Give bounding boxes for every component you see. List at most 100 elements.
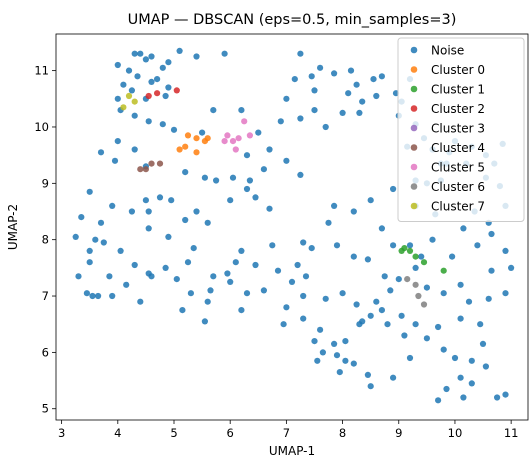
data-point xyxy=(333,242,341,249)
legend-marker xyxy=(410,144,418,151)
data-point xyxy=(395,276,402,283)
data-point xyxy=(86,188,93,195)
data-point xyxy=(252,194,259,201)
data-point xyxy=(457,374,464,381)
data-point xyxy=(120,81,127,88)
data-point xyxy=(311,338,318,345)
data-point xyxy=(364,371,371,378)
data-point xyxy=(86,259,93,266)
data-point xyxy=(148,273,155,280)
series-5 xyxy=(137,160,164,173)
data-point xyxy=(131,98,138,105)
data-point xyxy=(229,138,237,145)
data-point xyxy=(294,261,301,269)
data-point xyxy=(350,360,357,367)
chart-title: UMAP — DBSCAN (eps=0.5, min_samples=3) xyxy=(128,12,457,28)
legend-label: Cluster 3 xyxy=(431,121,485,135)
data-point xyxy=(232,146,239,153)
data-point xyxy=(364,256,371,263)
data-point xyxy=(347,67,355,74)
data-point xyxy=(114,61,121,69)
legend-label: Cluster 7 xyxy=(431,199,485,213)
x-tick-label: 3 xyxy=(58,426,65,440)
y-tick-label: 7 xyxy=(42,289,49,303)
data-point xyxy=(451,354,459,362)
data-point xyxy=(401,332,408,339)
data-point xyxy=(72,233,79,240)
data-point xyxy=(277,118,284,125)
x-tick-label: 4 xyxy=(114,426,121,440)
data-point xyxy=(406,242,414,249)
ticks-layer: 3 4 5 6 7 8 9 10 11 5 6 7 8 9 10 11 xyxy=(34,64,518,440)
legend-marker xyxy=(410,202,418,210)
data-point xyxy=(353,301,360,308)
data-point xyxy=(246,132,253,139)
series-7 xyxy=(404,276,428,308)
data-point xyxy=(300,315,307,322)
data-point xyxy=(412,281,419,288)
data-point xyxy=(378,307,385,314)
data-point xyxy=(182,169,189,176)
data-point xyxy=(165,59,172,66)
data-point xyxy=(479,340,487,347)
data-point xyxy=(283,304,290,311)
data-point xyxy=(131,50,138,57)
data-point xyxy=(131,112,138,119)
data-point xyxy=(345,90,352,97)
data-point xyxy=(333,352,341,359)
data-point xyxy=(156,160,164,167)
legend-marker xyxy=(410,85,418,93)
data-point xyxy=(288,278,296,285)
data-point xyxy=(339,109,346,116)
data-point xyxy=(474,242,481,249)
y-tick-label: 11 xyxy=(34,64,49,78)
data-point xyxy=(269,242,276,249)
data-point xyxy=(502,290,509,297)
data-point xyxy=(120,104,127,111)
data-point xyxy=(342,357,349,364)
x-tick-label: 11 xyxy=(504,426,519,440)
data-point xyxy=(125,92,133,100)
data-point xyxy=(154,76,161,83)
legend-label: Cluster 2 xyxy=(431,102,485,116)
y-tick-label: 5 xyxy=(42,402,49,416)
data-point xyxy=(274,267,282,274)
data-point xyxy=(331,70,338,77)
data-point xyxy=(255,129,262,136)
data-point xyxy=(131,146,138,153)
data-point xyxy=(260,166,267,173)
data-point xyxy=(370,76,377,83)
legend-box xyxy=(397,37,525,222)
data-point xyxy=(406,354,414,362)
data-point xyxy=(238,307,245,314)
data-point xyxy=(468,380,475,387)
data-point xyxy=(406,247,414,254)
data-point xyxy=(435,397,442,404)
data-point xyxy=(193,53,200,60)
data-point xyxy=(457,281,464,288)
data-point xyxy=(193,135,200,142)
data-point xyxy=(373,92,380,100)
x-tick-label: 10 xyxy=(448,426,463,440)
data-point xyxy=(420,301,428,308)
data-point xyxy=(350,208,357,215)
data-point xyxy=(322,295,329,302)
data-point xyxy=(482,363,489,370)
data-point xyxy=(378,73,385,80)
data-point xyxy=(243,185,251,193)
data-point xyxy=(78,214,85,221)
data-point xyxy=(297,115,304,122)
data-point xyxy=(221,50,228,57)
data-point xyxy=(137,298,144,305)
data-point xyxy=(241,118,248,125)
legend-label: Cluster 1 xyxy=(431,82,485,96)
data-point xyxy=(443,385,450,393)
data-point xyxy=(229,174,237,181)
data-point xyxy=(367,312,374,319)
data-point xyxy=(227,278,234,285)
series-6 xyxy=(221,118,253,153)
x-tick-label: 8 xyxy=(339,426,346,440)
data-point xyxy=(291,76,298,83)
data-point xyxy=(154,90,161,97)
data-point xyxy=(97,219,105,226)
